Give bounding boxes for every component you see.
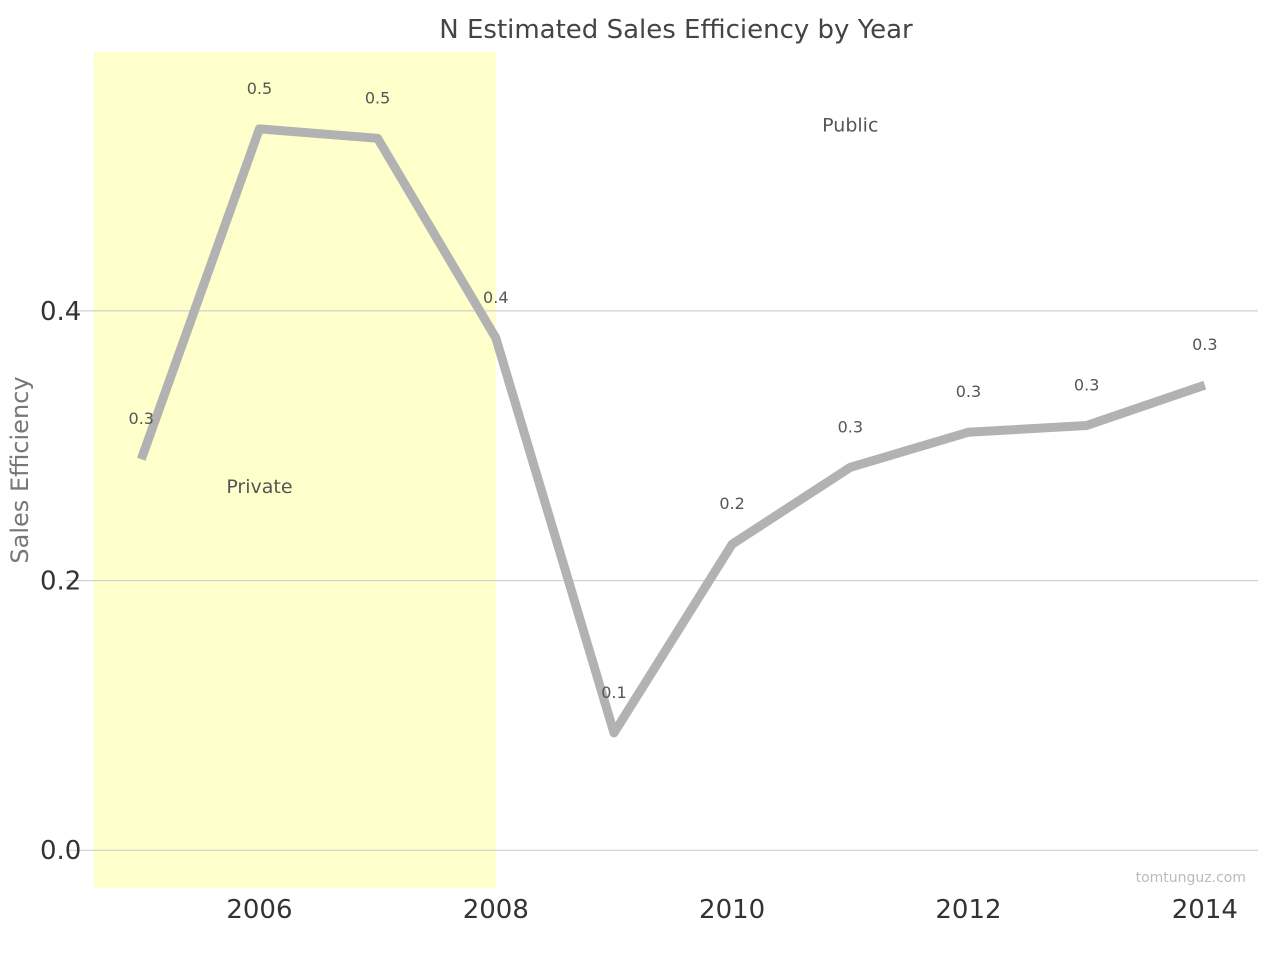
- x-tick-label: 2010: [699, 895, 765, 925]
- y-tick-label: 0.2: [40, 567, 81, 597]
- data-label: 0.4: [483, 288, 508, 307]
- y-tick-label: 0.0: [40, 836, 81, 866]
- credit-text: tomtunguz.com: [1136, 870, 1246, 886]
- chart-title: N Estimated Sales Efficiency by Year: [439, 15, 913, 45]
- x-tick-label: 2014: [1172, 895, 1238, 925]
- data-label: 0.2: [719, 494, 744, 513]
- highlight-region-private: [94, 52, 496, 888]
- data-label: 0.1: [601, 683, 626, 702]
- data-label: 0.3: [956, 382, 981, 401]
- data-label: 0.3: [1192, 335, 1217, 354]
- x-tick-label: 2006: [226, 895, 292, 925]
- data-label: 0.3: [129, 409, 154, 428]
- y-tick-label: 0.4: [40, 297, 81, 327]
- data-label: 0.3: [1074, 376, 1099, 395]
- x-tick-label: 2008: [463, 895, 529, 925]
- annotation-public: Public: [822, 115, 878, 137]
- x-tick-label: 2012: [935, 895, 1001, 925]
- y-axis-label: Sales Efficiency: [6, 376, 34, 563]
- data-label: 0.5: [365, 88, 390, 107]
- data-label: 0.3: [838, 417, 863, 436]
- data-label: 0.5: [247, 79, 272, 98]
- series-line: [137, 124, 1207, 738]
- annotation-private: Private: [226, 476, 292, 498]
